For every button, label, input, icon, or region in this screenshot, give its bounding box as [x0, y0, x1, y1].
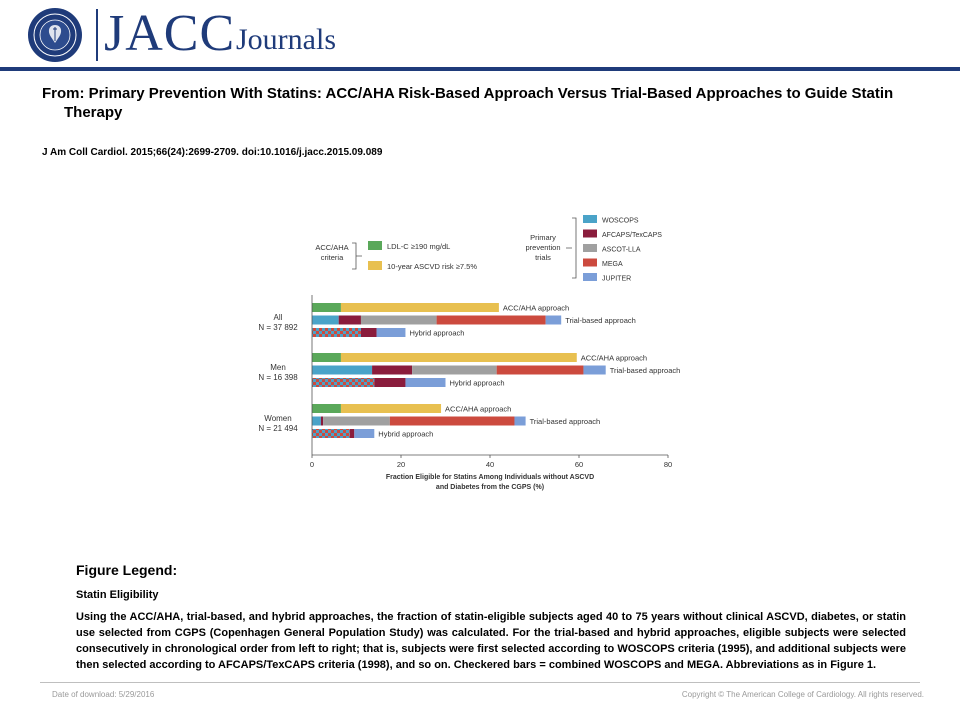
bar-segment [338, 315, 361, 325]
bar-segment [312, 353, 341, 362]
x-tick-label: 40 [486, 460, 494, 469]
statin-eligibility-figure: ACC/AHA criteria LDL-C ≥190 mg/dL 10-year A… [250, 205, 710, 505]
bar-segment [360, 315, 437, 325]
legend-trial-item: JUPITER [602, 276, 631, 283]
article-title: From: Primary Prevention With Statins: A… [42, 85, 894, 121]
bar-label: Hybrid approach [450, 379, 505, 388]
bar-label: Trial-based approach [530, 417, 601, 426]
bar-label: Trial-based approach [565, 316, 636, 325]
legend-trials-label: prevention [525, 243, 560, 252]
group-label: Women [264, 414, 291, 423]
bar-label: ACC/AHA approach [445, 405, 511, 414]
bar-segment [376, 328, 406, 337]
bar-segment [412, 365, 497, 375]
bar-segment [320, 416, 324, 426]
group-n-label: N = 21 494 [258, 424, 298, 433]
legend-acc-item: LDL-C ≥190 mg/dL [387, 242, 450, 251]
legend-acc-bracket [352, 242, 362, 270]
x-tick-label: 60 [575, 460, 583, 469]
bar-label: Hybrid approach [409, 329, 464, 338]
bar-segment [436, 315, 546, 325]
legend-acc-label: criteria [321, 253, 344, 262]
logo-journals: Journals [236, 23, 336, 56]
bar-label: Hybrid approach [378, 430, 433, 439]
x-tick-label: 80 [664, 460, 672, 469]
legend-trial-swatch [583, 244, 597, 252]
legend-acc-item: 10-year ASCVD risk ≥7.5% [387, 262, 477, 271]
legend-acc-swatch [368, 261, 382, 270]
group-label: All [274, 313, 283, 322]
x-tick-label: 20 [397, 460, 405, 469]
article-citation: J Am Coll Cardiol. 2015;66(24):2699-2709… [42, 147, 383, 158]
bar-segment [340, 303, 499, 312]
bar-segment [312, 315, 339, 325]
bar-segment [405, 378, 446, 387]
figure-legend-heading: Figure Legend: [76, 562, 178, 578]
bar-segment [323, 416, 390, 426]
x-tick-label: 0 [310, 460, 314, 469]
footer-rule [40, 682, 920, 683]
bar-segment [312, 404, 341, 413]
legend-trial-swatch [583, 258, 597, 267]
bar-segment [389, 416, 515, 426]
download-date: Date of download: 5/29/2016 [52, 690, 155, 699]
legend-trials-bracket [566, 217, 577, 279]
group-label: Men [270, 363, 286, 372]
group-n-label: N = 37 892 [258, 323, 298, 332]
header-rule [0, 67, 960, 71]
journal-header: JACC Journals [0, 0, 960, 71]
legend-trial-item: MEGA [602, 261, 623, 268]
figure-legend-subtitle: Statin Eligibility [76, 589, 159, 601]
legend-trials-label: Primary [530, 233, 556, 242]
bar-segment [312, 328, 361, 337]
bar-segment [312, 378, 375, 387]
bar-segment [545, 315, 562, 325]
legend-trials-label: trials [535, 253, 551, 262]
bar-segment [496, 365, 584, 375]
bar-segment [349, 429, 355, 438]
bar-segment [340, 353, 577, 362]
x-axis-title: Fraction Eligible for Statins Among Indi… [386, 474, 594, 481]
bar-segment [340, 404, 442, 413]
bar-segment [312, 303, 341, 312]
bar-segment [354, 429, 375, 438]
legend-trial-swatch [583, 273, 597, 281]
logo-divider [96, 9, 98, 61]
bar-segment [360, 328, 377, 337]
legend-trial-swatch [583, 229, 597, 238]
legend-trial-item: ASCOT-LLA [602, 247, 641, 254]
bar-segment [514, 416, 526, 426]
acc-seal-icon [28, 8, 82, 62]
bar-segment [374, 378, 406, 387]
legend-acc-label: ACC/AHA [315, 243, 348, 252]
group-n-label: N = 16 398 [258, 373, 298, 382]
bar-segment [583, 365, 606, 375]
logo-jacc: JACC [104, 5, 236, 62]
bar-label: Trial-based approach [610, 366, 681, 375]
bar-label: ACC/AHA approach [503, 304, 569, 313]
copyright-notice: Copyright © The American College of Card… [681, 690, 924, 699]
bar-label: ACC/AHA approach [581, 354, 647, 363]
bar-segment [312, 429, 350, 438]
legend-trial-item: WOSCOPS [602, 218, 639, 225]
bar-segment [312, 365, 373, 375]
bar-segment [372, 365, 413, 375]
bar-segment [312, 416, 321, 426]
legend-acc-swatch [368, 241, 382, 250]
figure-legend-body: Using the ACC/AHA, trial-based, and hybr… [76, 611, 906, 671]
legend-trial-swatch [583, 215, 597, 223]
x-axis-title: and Diabetes from the CGPS (%) [436, 484, 544, 491]
legend-trial-item: AFCAPS/TexCAPS [602, 232, 662, 239]
